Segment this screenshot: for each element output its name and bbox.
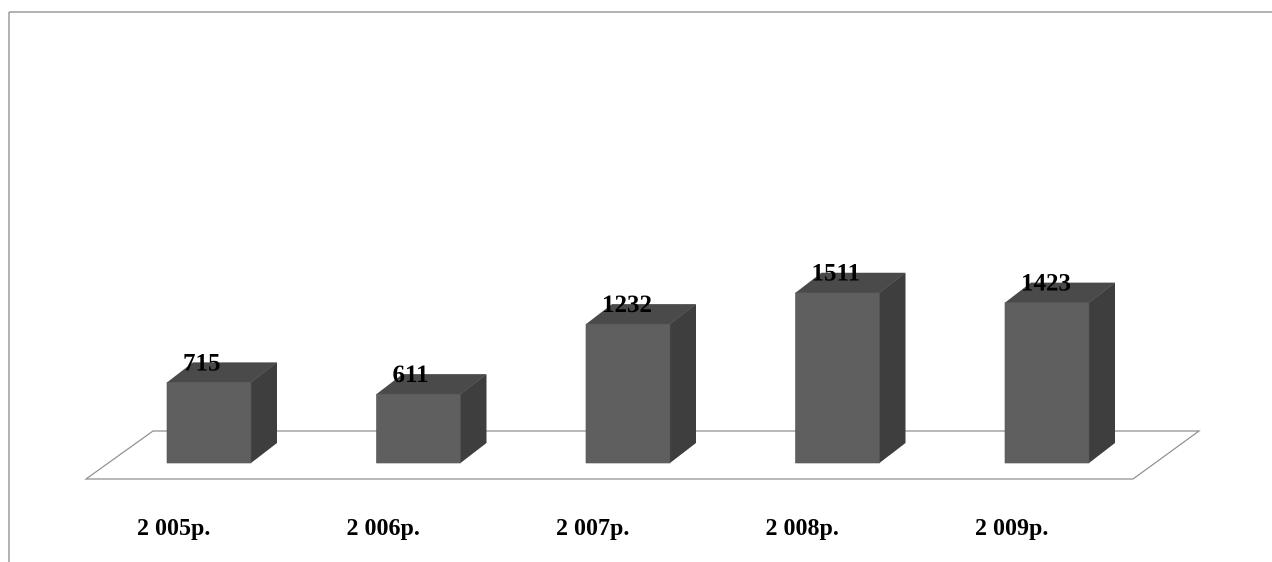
x-axis-tick-labels: 2 005р. 2 006р. 2 007р. 2 008р. 2 009р. xyxy=(137,515,1048,541)
x-tick-label: 2 005р. xyxy=(137,515,210,541)
bar-top-face xyxy=(586,304,696,325)
bar-4 xyxy=(795,272,906,464)
x-tick-label: 2 009р. xyxy=(975,515,1048,541)
bar-side-face xyxy=(460,374,487,463)
bar-top-face xyxy=(795,272,906,293)
x-tick-label: 2 007р. xyxy=(556,515,629,541)
bar-1 xyxy=(166,362,277,464)
bar-top-face xyxy=(376,374,487,395)
data-label: 715 xyxy=(183,349,221,376)
x-tick-label: 2 006р. xyxy=(347,515,420,541)
bar-top-face xyxy=(1005,282,1115,303)
bar-side-face xyxy=(670,304,696,463)
bar-5 xyxy=(1004,282,1115,464)
bar-side-face xyxy=(879,272,906,463)
bar-front-face xyxy=(166,382,252,464)
bar-front-face xyxy=(376,393,461,464)
bar-2 xyxy=(376,374,487,464)
x-tick-label: 2 008р. xyxy=(766,515,839,541)
data-label: 1511 xyxy=(812,260,861,287)
bar-top-face xyxy=(167,362,277,383)
data-labels-group: 715 611 1232 1511 1423 xyxy=(183,260,1071,388)
bar-3 xyxy=(585,304,696,464)
bar-side-face xyxy=(1089,282,1115,463)
data-label: 611 xyxy=(393,361,429,388)
data-label: 1232 xyxy=(602,291,652,318)
data-label: 1423 xyxy=(1021,270,1071,297)
bars-group xyxy=(166,272,1115,464)
bar-side-face xyxy=(251,362,277,463)
bar-front-face xyxy=(795,292,880,464)
bar-front-face xyxy=(1004,302,1090,464)
bar-front-face xyxy=(585,323,671,464)
